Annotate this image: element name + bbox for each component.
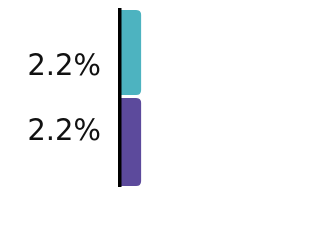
axis-line [118, 8, 122, 187]
bar [120, 10, 142, 95]
value-label: 2.2% [27, 48, 101, 82]
chart: 2.2% 2.2% [27, 8, 142, 187]
bar [120, 98, 142, 186]
page: 2.2%2.2% (() => { const data = JSON.pars… [27, 8, 142, 187]
value-label: 2.2% [27, 113, 101, 147]
